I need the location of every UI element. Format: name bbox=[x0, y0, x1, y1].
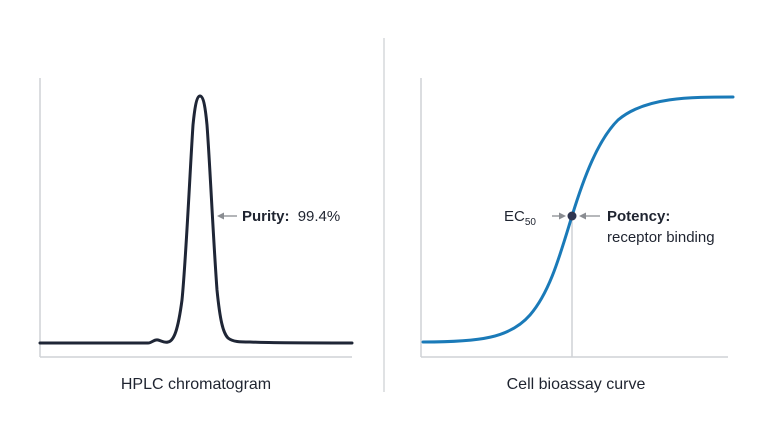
purity-label: Purity: bbox=[242, 208, 290, 225]
hplc-panel: Purity: 99.4% HPLC chromatogram bbox=[38, 78, 354, 393]
purity-annotation: Purity: 99.4% bbox=[217, 208, 340, 225]
potency-annotation: Potency: receptor binding bbox=[579, 208, 715, 246]
potency-arrowhead bbox=[579, 212, 586, 220]
ec50-subscript: 50 bbox=[525, 217, 537, 228]
hplc-caption: HPLC chromatogram bbox=[121, 376, 271, 393]
purity-annotation-text: Purity: 99.4% bbox=[242, 208, 340, 225]
purity-arrowhead bbox=[217, 212, 224, 220]
ec50-main: EC bbox=[504, 208, 525, 225]
hplc-trace bbox=[38, 94, 354, 345]
potency-title: Potency: bbox=[607, 208, 670, 225]
ec50-label: EC50 bbox=[504, 208, 536, 228]
ec50-annotation: EC50 bbox=[504, 208, 566, 228]
sigmoid-curve bbox=[421, 95, 735, 344]
bioassay-panel: EC50 Potency: receptor binding Cell bioa… bbox=[420, 78, 735, 393]
bioassay-caption: Cell bioassay curve bbox=[507, 376, 646, 393]
ec50-arrowhead bbox=[559, 212, 566, 220]
ec50-point bbox=[567, 211, 577, 221]
purity-value: 99.4% bbox=[298, 208, 341, 225]
potency-subtitle: receptor binding bbox=[607, 229, 715, 246]
